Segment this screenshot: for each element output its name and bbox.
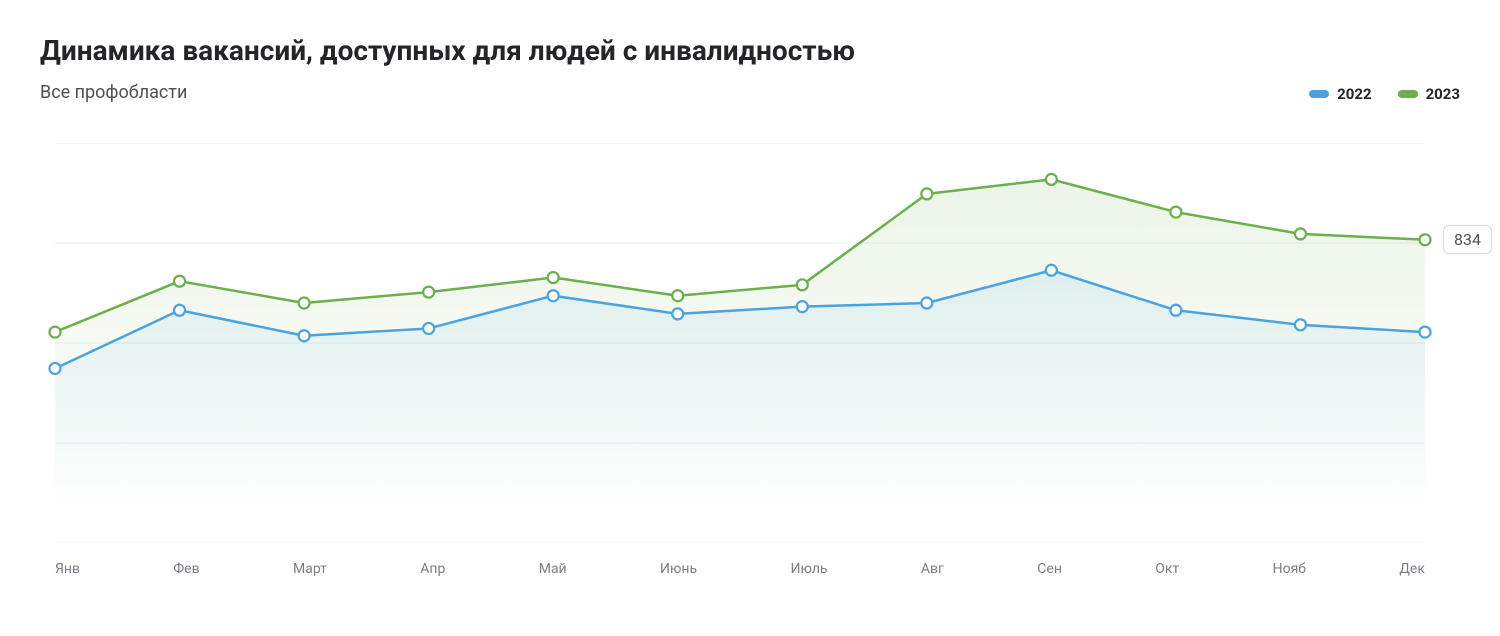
legend: 2022 2023 [1309,85,1460,103]
legend-label-2022: 2022 [1337,85,1371,103]
end-value-text: 834 [1454,230,1481,249]
header-row: Динамика вакансий, доступных для людей с… [40,34,1460,103]
x-axis-label: Янв [55,561,80,577]
x-axis-label: Авг [921,561,944,577]
x-axis-label: Дек [1399,561,1425,577]
legend-swatch-2023 [1398,90,1418,98]
title-block: Динамика вакансий, доступных для людей с… [40,34,855,103]
x-axis-label: Фев [173,561,199,577]
line-chart [40,143,1440,543]
legend-swatch-2022 [1309,90,1329,98]
x-axis-label: Март [293,561,327,577]
legend-item-2023[interactable]: 2023 [1398,85,1460,103]
chart-shell: 834 ЯнвФевМартАпрМайИюньИюльАвгСенОктНоя… [40,143,1460,577]
chart-title: Динамика вакансий, доступных для людей с… [40,34,855,68]
legend-label-2023: 2023 [1426,85,1460,103]
x-axis-label: Апр [420,561,445,577]
chart-subtitle: Все профобласти [40,82,855,103]
legend-item-2022[interactable]: 2022 [1309,85,1371,103]
x-axis-label: Июнь [660,561,697,577]
x-axis-label: Окт [1155,561,1179,577]
end-value-badge: 834 [1443,225,1492,254]
x-axis-label: Нояб [1273,561,1306,577]
x-axis: Янв Фев Март Апр Май Июнь Июль Авг Сен Окт Нояб Дек [55,561,1425,577]
x-axis-label: Июль [790,561,827,577]
x-axis-label: Май [539,561,567,577]
x-axis-label: Сен [1037,561,1062,577]
